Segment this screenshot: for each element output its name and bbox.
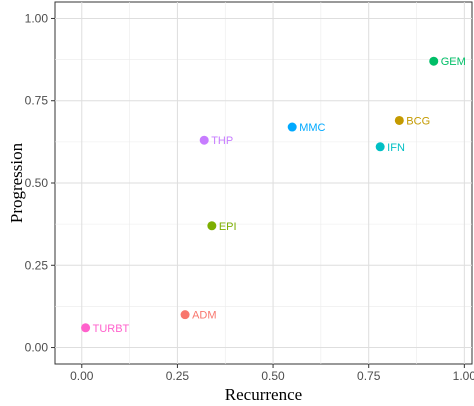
y-tick-label: 0.75: [25, 94, 49, 108]
data-point-thp: [199, 135, 209, 145]
data-label-thp: THP: [211, 135, 233, 147]
data-points: [81, 56, 439, 333]
minor-gridlines: [55, 2, 472, 364]
x-tick-label: 0.25: [166, 369, 190, 383]
data-point-mmc: [287, 122, 297, 132]
x-tick-label: 0.75: [357, 369, 381, 383]
major-gridlines: [55, 2, 472, 364]
y-tick-label: 1.00: [25, 11, 49, 25]
x-axis-title: Recurrence: [225, 385, 302, 404]
data-label-mmc: MMC: [299, 122, 325, 134]
x-tick-label: 1.00: [453, 369, 474, 383]
data-label-epi: EPI: [219, 221, 237, 233]
data-point-turbt: [81, 323, 91, 333]
y-tick-label: 0.00: [25, 341, 49, 355]
y-axis-title: Progression: [7, 142, 26, 223]
y-tick-label: 0.50: [25, 176, 49, 190]
data-point-ifn: [375, 142, 385, 152]
y-tick-label: 0.25: [25, 258, 49, 272]
data-point-adm: [180, 310, 190, 320]
x-tick-label: 0.50: [261, 369, 285, 383]
data-label-adm: ADM: [192, 310, 216, 322]
data-label-ifn: IFN: [387, 142, 405, 154]
y-axis-ticks: 0.00 0.25 0.50 0.75 1.00: [25, 11, 55, 355]
data-label-bcg: BCG: [406, 115, 430, 127]
data-point-gem: [429, 56, 439, 66]
data-label-gem: GEM: [441, 56, 466, 68]
data-label-turbt: TURBT: [93, 323, 130, 335]
x-tick-label: 0.00: [70, 369, 94, 383]
x-axis-ticks: 0.00 0.25 0.50 0.75 1.00: [70, 364, 474, 383]
data-labels: ADM BCG EPI GEM IFN MMC THP TURBT: [93, 56, 466, 335]
data-point-epi: [207, 221, 217, 231]
data-point-bcg: [394, 115, 404, 125]
